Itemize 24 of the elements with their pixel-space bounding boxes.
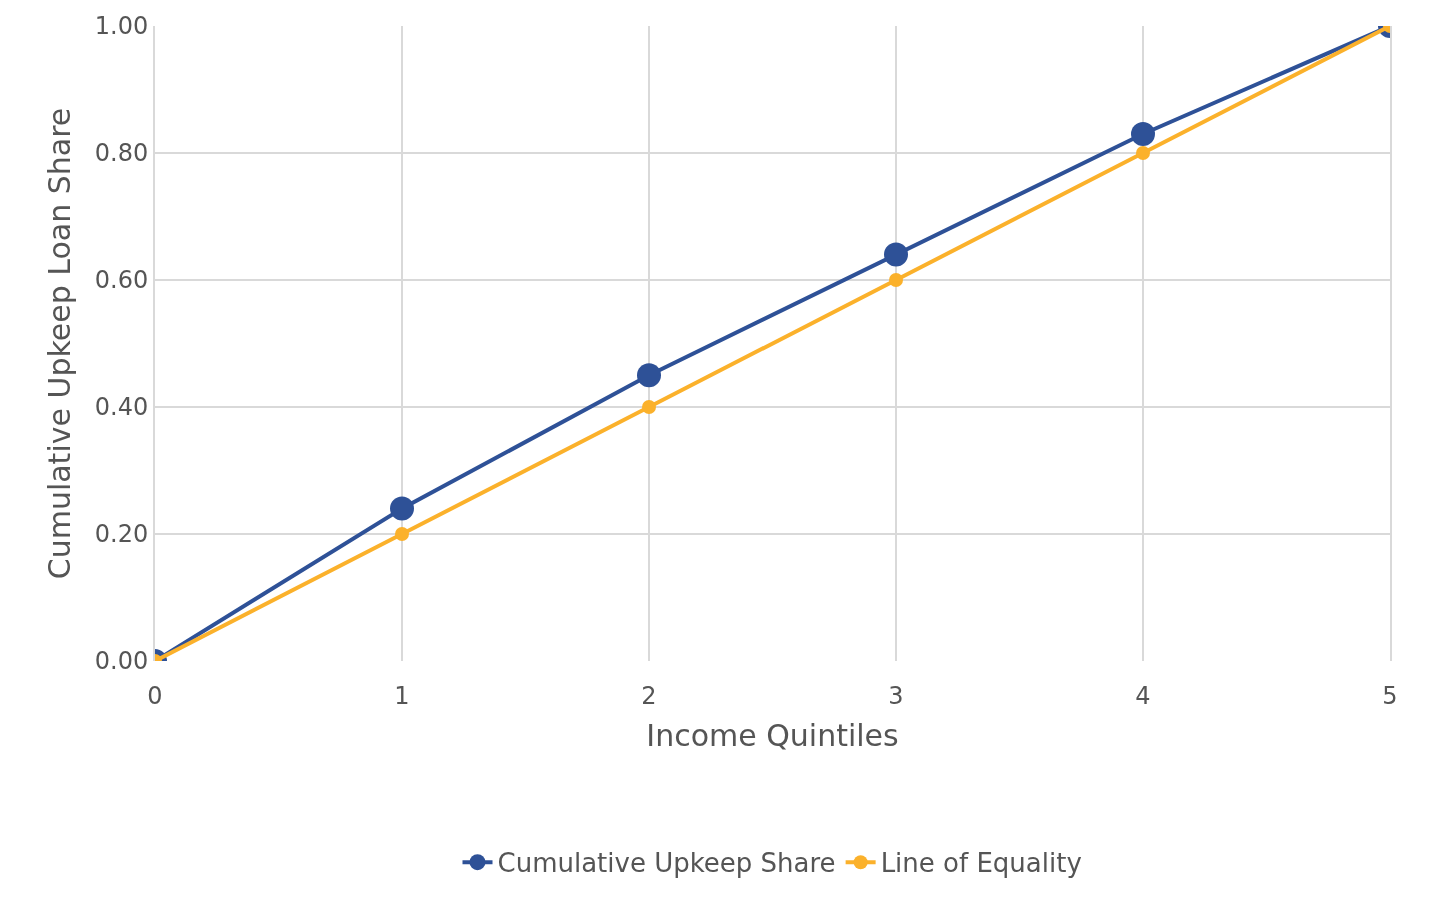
y-tick-label: 0.80	[94, 139, 149, 168]
point	[395, 527, 409, 541]
point	[889, 273, 903, 287]
x-tick-label: 1	[394, 682, 410, 710]
x-tick-label: 5	[1382, 682, 1398, 710]
y-tick-label: 1.00	[94, 12, 149, 41]
x-tick-label: 2	[641, 682, 657, 710]
x-axis-title: Income Quintiles	[646, 717, 899, 753]
point	[1136, 146, 1150, 160]
x-tick-label: 4	[1135, 682, 1151, 710]
x-tick-label: 3	[888, 682, 904, 710]
point	[884, 242, 908, 267]
y-tick-label: 0.00	[94, 647, 149, 676]
point	[642, 400, 656, 414]
line-series	[155, 26, 1390, 661]
legend-label: Cumulative Upkeep Share	[497, 848, 836, 879]
point	[637, 363, 661, 388]
y-axis-title: Cumulative Upkeep Loan Share	[42, 107, 78, 580]
y-tick-label: 0.60	[94, 266, 149, 295]
point	[390, 496, 414, 521]
legend-label: Line of Equality	[880, 848, 1082, 879]
y-tick-label: 0.40	[94, 393, 149, 422]
y-tick-label: 0.20	[94, 520, 149, 549]
x-tick-label: 0	[147, 682, 163, 710]
